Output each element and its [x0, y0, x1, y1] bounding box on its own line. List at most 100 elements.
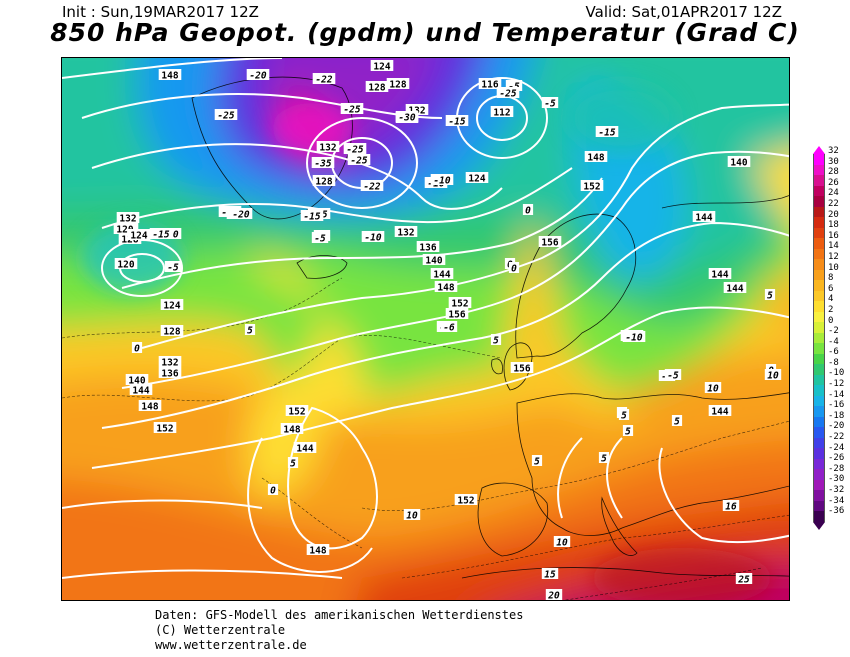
map-title: 850 hPa Geopot. (gpdm) und Temperatur (G…: [50, 18, 800, 47]
colorbar-cell: [813, 395, 825, 406]
colorbar-label: 14: [828, 241, 839, 252]
geopotential-label: 112: [493, 108, 510, 119]
colorbar-cell: [813, 227, 825, 238]
colorbar-cell: [813, 164, 825, 175]
geopotential-label-bg: [465, 172, 489, 183]
temperature-label: -35: [314, 159, 331, 170]
colorbar-cell: [813, 353, 825, 364]
temperature-label: -6: [443, 323, 455, 334]
temperature-label-bg: [343, 143, 367, 154]
geopotential-label-bg: [285, 405, 309, 416]
temperature-label: 15: [544, 570, 556, 581]
colorbar-cell: [813, 500, 825, 511]
temperature-label: -15: [448, 117, 465, 128]
geopotential-label: 132: [397, 228, 414, 239]
geopotential-label-bg: [306, 544, 330, 555]
colorbar-cell: [813, 469, 825, 480]
geopotential-label: 116: [481, 80, 498, 91]
geopotential-label-bg: [723, 282, 747, 293]
geopotential-label-bg: [584, 151, 608, 162]
temperature-colorbar: [813, 146, 825, 530]
geopotential-label-bg: [365, 81, 389, 92]
geopotential-label: 152: [583, 182, 600, 193]
colorbar-label: -32: [828, 485, 845, 495]
colorbar-cell: [813, 448, 825, 459]
colorbar-label: 2: [828, 304, 834, 315]
geopotential-label-bg: [416, 241, 440, 252]
temperature-label: 0: [270, 486, 276, 497]
temperature-label-bg: [360, 180, 384, 191]
colorbar-label: 30: [828, 156, 839, 167]
colorbar-label: 6: [828, 283, 834, 294]
geopotential-label-bg: [510, 362, 534, 373]
colorbar-label: 10: [828, 262, 839, 273]
geopotential-label: 148: [161, 71, 178, 82]
temperature-label-bg: [505, 80, 523, 91]
temperature-label: -10: [625, 333, 642, 344]
geopotential-label: 144: [695, 213, 712, 224]
geopotential-label-bg: [158, 356, 182, 367]
geopotential-label-bg: [370, 60, 394, 71]
temperature-label: -25: [343, 105, 360, 116]
colorbar-cell: [813, 406, 825, 417]
geopotential-label: 148: [141, 402, 158, 413]
temperature-label: -25: [499, 89, 516, 100]
temperature-label-bg: [664, 369, 682, 380]
geopotential-label-bg: [708, 405, 732, 416]
colorbar-label: 22: [828, 198, 839, 209]
geopotential-label: 124: [130, 231, 147, 242]
weather-map[interactable]: 1481241281321321321281201161121241281321…: [61, 57, 790, 601]
temperature-label: 5: [625, 427, 631, 438]
temperature-label: 10: [707, 384, 719, 395]
temperature-label-bg: [508, 262, 520, 273]
colorbar-label: 16: [828, 230, 839, 241]
temperature-label: -10: [364, 233, 381, 244]
colorbar-cell: [813, 332, 825, 343]
geopotential-label-bg: [727, 156, 751, 167]
geopotential-label-bg: [280, 423, 304, 434]
temperature-label-bg: [764, 289, 776, 300]
temperature-label: -25: [346, 145, 363, 156]
temperature-label-bg: [164, 261, 182, 272]
geopotential-label: 128: [315, 177, 332, 188]
geopotential-label: 148: [437, 283, 454, 294]
geopotential-label: 140: [730, 158, 747, 169]
coastlines: [191, 76, 789, 579]
colorbar-label: -8: [828, 357, 839, 368]
colorbar-label: -4: [828, 336, 839, 347]
geopotential-label: 128: [163, 327, 180, 338]
colorbar-label: 8: [828, 273, 834, 284]
geopotential-isolines: [62, 58, 789, 579]
temperature-label-bg: [764, 369, 782, 380]
geopotential-label: 148: [309, 546, 326, 557]
credits-line-1: Daten: GFS-Modell des amerikanischen Wet…: [155, 608, 524, 622]
geopotential-label: 128: [368, 83, 385, 94]
temperature-label-bg: [522, 204, 534, 215]
temperature-label-bg: [490, 334, 502, 345]
geopotential-label-bg: [692, 211, 716, 222]
credits-line-3[interactable]: www.wetterzentrale.de: [155, 638, 307, 652]
valid-time-label: Valid: Sat,01APR2017 12Z: [585, 3, 782, 21]
temperature-label: -5: [544, 99, 556, 110]
geopotential-label: 148: [587, 153, 604, 164]
geopotential-label-bg: [448, 297, 472, 308]
temperature-label: -10: [433, 176, 450, 187]
colorbar-cell: [813, 458, 825, 469]
colorbar-cell: [813, 154, 825, 165]
temperature-label: -25: [350, 156, 367, 167]
colorbar-label: -20: [828, 421, 845, 432]
temperature-label-bg: [440, 321, 458, 332]
geopotential-label: 144: [726, 284, 743, 295]
temperature-label-bg: [395, 111, 419, 122]
colorbar-label: -28: [828, 463, 845, 474]
geopotential-label-bg: [386, 78, 410, 89]
temperature-label-bg: [149, 228, 173, 239]
colorbar-cell: [813, 269, 825, 280]
temperature-label-bg: [311, 232, 329, 243]
geopotential-label: 128: [389, 80, 406, 91]
temperature-label-bg: [214, 109, 238, 120]
geopotential-label: 124: [163, 301, 180, 312]
colorbar-cell: [813, 259, 825, 270]
temperature-label-bg: [300, 210, 324, 221]
colorbar-label: -12: [828, 379, 845, 390]
